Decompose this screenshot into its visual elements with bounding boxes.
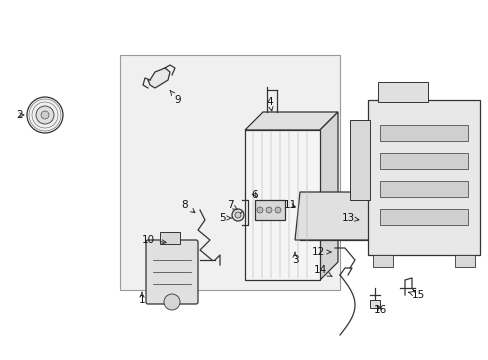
Text: 10: 10 <box>141 235 166 245</box>
Bar <box>379 181 467 197</box>
Bar <box>244 130 319 280</box>
Circle shape <box>235 212 241 218</box>
Bar <box>254 200 285 220</box>
Bar <box>379 153 467 169</box>
Circle shape <box>257 207 263 213</box>
Bar <box>367 100 479 255</box>
Circle shape <box>41 111 49 119</box>
Circle shape <box>163 294 180 310</box>
Polygon shape <box>148 68 170 88</box>
Bar <box>372 255 392 267</box>
Text: 13: 13 <box>341 213 358 223</box>
Polygon shape <box>299 195 374 240</box>
Text: 2: 2 <box>17 110 24 120</box>
Text: 14: 14 <box>313 265 331 276</box>
Text: 9: 9 <box>170 90 181 105</box>
Text: 4: 4 <box>266 97 273 111</box>
Bar <box>349 120 369 200</box>
Bar <box>379 209 467 225</box>
Circle shape <box>265 207 271 213</box>
Bar <box>454 255 474 267</box>
Text: 15: 15 <box>407 290 424 300</box>
Bar <box>160 232 180 244</box>
Text: 5: 5 <box>218 213 231 223</box>
Text: 12: 12 <box>311 247 330 257</box>
Text: 11: 11 <box>283 200 296 210</box>
Bar <box>120 55 339 290</box>
Bar <box>377 82 427 102</box>
Bar <box>379 125 467 141</box>
Polygon shape <box>319 112 337 280</box>
Circle shape <box>231 209 244 221</box>
Circle shape <box>274 207 281 213</box>
Circle shape <box>27 97 63 133</box>
Text: 7: 7 <box>226 200 237 210</box>
Text: 6: 6 <box>251 190 258 200</box>
Polygon shape <box>244 112 337 130</box>
FancyBboxPatch shape <box>146 240 198 304</box>
Text: 16: 16 <box>373 305 386 315</box>
Text: 3: 3 <box>291 252 298 265</box>
Text: 1: 1 <box>139 292 145 305</box>
Bar <box>369 300 379 308</box>
Text: 8: 8 <box>182 200 195 213</box>
Circle shape <box>36 106 54 124</box>
Polygon shape <box>294 192 379 240</box>
